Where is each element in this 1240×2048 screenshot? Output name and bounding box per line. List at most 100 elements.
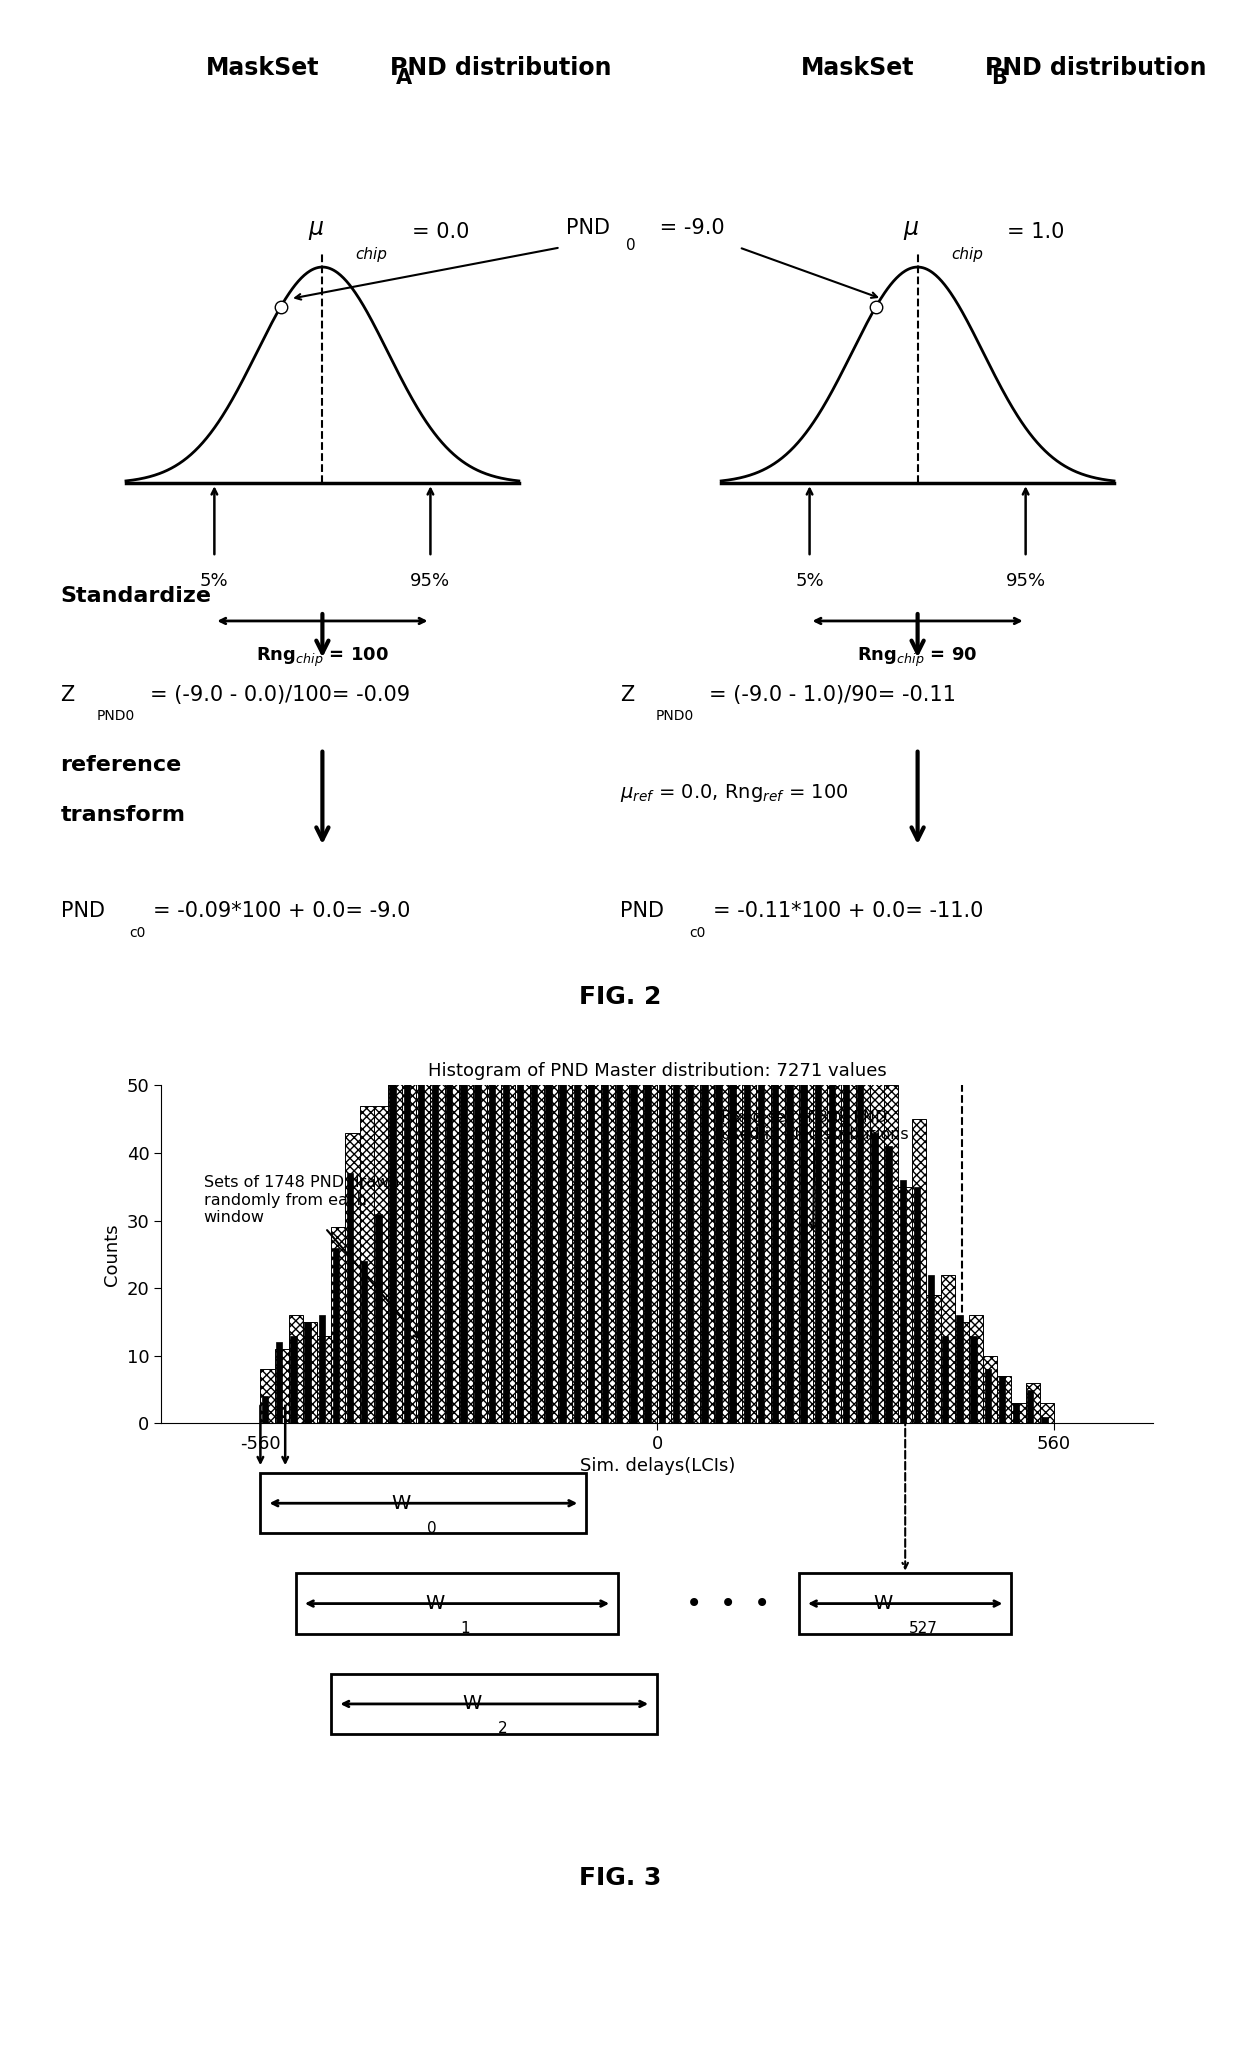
Bar <box>869 1032 884 1423</box>
Text: Z: Z <box>620 684 634 705</box>
Text: PND distribution: PND distribution <box>391 55 611 80</box>
Bar <box>756 207 770 1423</box>
Text: 0: 0 <box>427 1522 436 1536</box>
Text: 527: 527 <box>909 1622 937 1636</box>
Bar <box>857 868 863 1423</box>
Bar <box>445 477 459 1423</box>
Bar <box>715 221 722 1423</box>
Text: 95%: 95% <box>410 571 450 590</box>
Bar <box>828 909 835 1423</box>
FancyBboxPatch shape <box>296 1573 619 1634</box>
Text: Fixed set of 300 PND
used in all distributions: Fixed set of 300 PND used in all distrib… <box>720 1110 909 1229</box>
Bar <box>319 1315 325 1423</box>
Text: 5%: 5% <box>795 571 823 590</box>
Text: PND0: PND0 <box>656 709 694 723</box>
Text: PND: PND <box>620 901 663 922</box>
Bar <box>673 0 680 1423</box>
Text: Z: Z <box>61 684 74 705</box>
Bar <box>1042 1417 1048 1423</box>
Bar <box>517 0 523 1423</box>
Bar <box>290 1335 296 1423</box>
Bar <box>885 1147 892 1423</box>
Bar <box>956 1315 962 1423</box>
Bar <box>701 0 708 1423</box>
Bar <box>588 0 594 1423</box>
Bar <box>799 545 813 1423</box>
Text: FIG. 3: FIG. 3 <box>579 1866 661 1890</box>
Bar <box>728 0 743 1423</box>
Bar <box>1027 1389 1033 1423</box>
Bar <box>373 1106 388 1423</box>
Text: 1: 1 <box>461 1622 470 1636</box>
Bar <box>773 145 779 1423</box>
Text: W: W <box>392 1493 410 1513</box>
Bar <box>971 1335 977 1423</box>
Bar <box>347 1174 353 1423</box>
Bar <box>430 707 445 1423</box>
Bar <box>546 0 552 1423</box>
Bar <box>388 965 402 1423</box>
Bar <box>531 721 537 1423</box>
Text: W: W <box>425 1593 445 1614</box>
Text: = -0.11*100 + 0.0= -11.0: = -0.11*100 + 0.0= -11.0 <box>713 901 983 922</box>
Bar <box>489 700 495 1423</box>
Text: W: W <box>463 1694 482 1714</box>
Bar <box>616 301 622 1423</box>
Bar <box>942 1335 949 1423</box>
Bar <box>615 0 629 1423</box>
Bar <box>744 356 750 1423</box>
Text: W: W <box>873 1593 893 1614</box>
Bar <box>800 627 807 1423</box>
Bar <box>601 0 609 1423</box>
Bar <box>913 1118 926 1423</box>
FancyBboxPatch shape <box>331 1673 657 1735</box>
Bar <box>686 0 699 1423</box>
Bar <box>898 1188 913 1423</box>
Text: = 1.0: = 1.0 <box>1007 223 1064 242</box>
Text: PND0: PND0 <box>97 709 134 723</box>
Bar <box>985 1370 991 1423</box>
Bar <box>770 213 785 1423</box>
Bar <box>572 0 587 1423</box>
Bar <box>558 0 572 1423</box>
Bar <box>926 1294 941 1423</box>
Bar <box>842 801 856 1423</box>
Text: MaskSet: MaskSet <box>206 55 320 80</box>
Bar <box>998 1376 1006 1423</box>
Bar <box>304 1323 311 1423</box>
Text: Standardize: Standardize <box>61 586 212 606</box>
Title: Histogram of PND Master distribution: 7271 values: Histogram of PND Master distribution: 72… <box>428 1061 887 1079</box>
Bar <box>658 0 665 1423</box>
Bar <box>303 1323 317 1423</box>
Bar <box>856 856 869 1423</box>
Text: FIG. 2: FIG. 2 <box>579 985 661 1010</box>
Bar <box>1013 1403 1019 1423</box>
Bar <box>743 0 756 1423</box>
Bar <box>997 1376 1012 1423</box>
FancyBboxPatch shape <box>799 1573 1012 1634</box>
Bar <box>884 1085 898 1423</box>
Text: = 0.0: = 0.0 <box>412 223 469 242</box>
Bar <box>260 1370 274 1423</box>
Bar <box>629 0 644 1423</box>
Bar <box>559 0 565 1423</box>
Text: A: A <box>397 68 413 88</box>
Text: $\mu$: $\mu$ <box>309 219 325 242</box>
Bar <box>630 0 636 1423</box>
Bar <box>714 0 728 1423</box>
Text: •  •  •: • • • <box>686 1589 770 1618</box>
Bar <box>289 1315 303 1423</box>
Text: 0: 0 <box>626 238 636 254</box>
Bar <box>487 260 501 1423</box>
Bar <box>403 1071 410 1423</box>
Bar <box>262 1397 268 1423</box>
Bar <box>955 1323 968 1423</box>
Text: 5%: 5% <box>200 571 228 590</box>
Bar <box>331 1227 346 1423</box>
Bar <box>418 721 424 1423</box>
Text: = (-9.0 - 1.0)/90= -0.11: = (-9.0 - 1.0)/90= -0.11 <box>709 684 956 705</box>
Bar <box>376 1214 382 1423</box>
Bar <box>968 1315 983 1423</box>
Text: c0: c0 <box>129 926 146 940</box>
Bar <box>317 1335 331 1423</box>
